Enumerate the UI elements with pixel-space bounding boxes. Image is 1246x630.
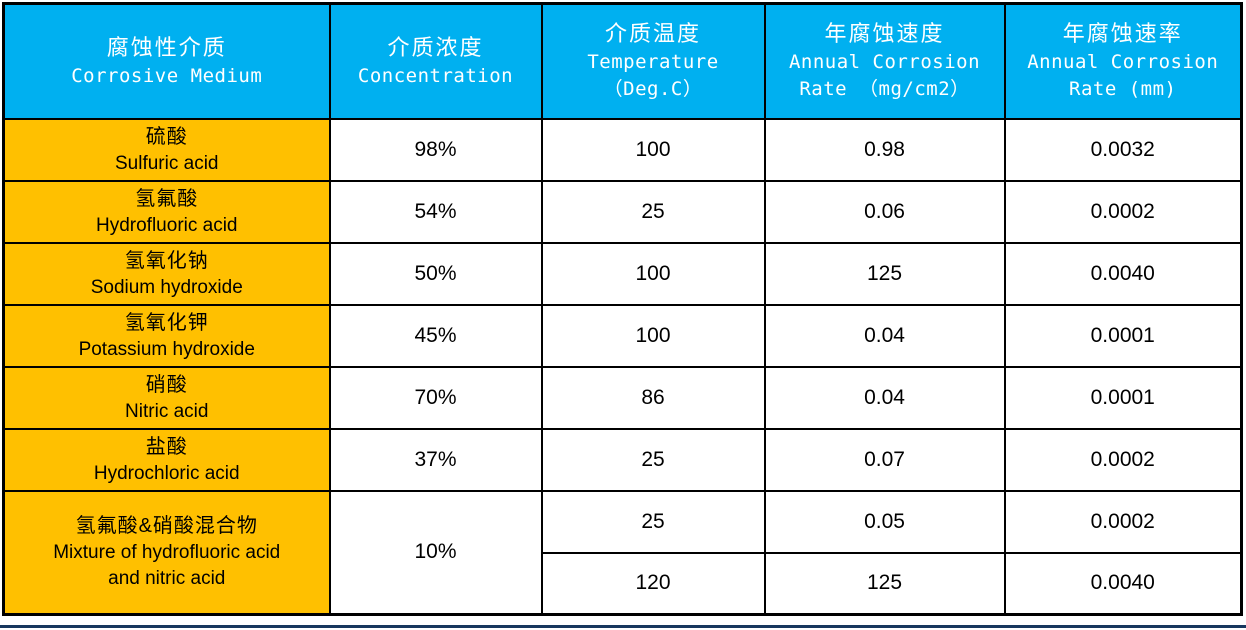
rate-mm-cell: 0.0040 (1003, 551, 1243, 616)
header-zh-label: 介质浓度 (387, 34, 484, 60)
medium-en: Hydrochloric acid (93, 462, 240, 484)
medium-en-line2: and nitric acid (108, 568, 226, 590)
rate-mm-cell: 0.0002 (1003, 179, 1243, 244)
header-cell-concentration: 介质浓度 Concentration (328, 2, 543, 120)
header-cell-rate-mm: 年腐蚀速率 Annual Corrosion Rate (mm) (1003, 2, 1243, 120)
header-cell-temperature: 介质温度 Temperature （Deg.C） (540, 2, 766, 120)
medium-en-line1: Mixture of hydrofluoric acid (53, 542, 281, 564)
rate-mg-cell: 0.07 (763, 427, 1006, 492)
header-en-label: Corrosive Medium (71, 64, 263, 87)
concentration-cell: 70% (328, 365, 543, 430)
medium-zh: 硝酸 (145, 373, 188, 396)
header-en-unit: Rate (mm) (1069, 78, 1177, 101)
medium-cell: 硝酸 Nitric acid (2, 365, 331, 430)
medium-zh: 氢氟酸 (135, 187, 199, 210)
rate-mm-cell: 0.0001 (1003, 365, 1243, 430)
rate-mg-cell: 0.04 (763, 365, 1006, 430)
temperature-cell: 100 (540, 117, 766, 182)
concentration-cell: 37% (328, 427, 543, 492)
rate-mg-cell: 0.05 (763, 489, 1006, 554)
header-zh-label: 介质温度 (604, 21, 701, 47)
rate-mm-cell: 0.0001 (1003, 303, 1243, 368)
rate-mg-cell: 125 (763, 551, 1006, 616)
medium-zh: 盐酸 (145, 435, 188, 458)
table-row-hydrochloric-acid: 盐酸 Hydrochloric acid 37% 25 0.07 0.0002 (2, 427, 1243, 492)
table-row-mixture-sub1: 氢氟酸&硝酸混合物 Mixture of hydrofluoric acid a… (2, 489, 1243, 616)
header-zh-label: 腐蚀性介质 (106, 34, 227, 60)
medium-zh: 氢氟酸&硝酸混合物 (75, 515, 258, 538)
table-row-mixture-sub2: 120 125 0.0040 (4, 551, 1243, 616)
corrosion-table: 腐蚀性介质 Corrosive Medium 介质浓度 Concentratio… (2, 2, 1243, 616)
temperature-cell: 120 (540, 551, 766, 616)
table-header: 腐蚀性介质 Corrosive Medium 介质浓度 Concentratio… (2, 2, 1243, 120)
header-cell-corrosive-medium: 腐蚀性介质 Corrosive Medium (2, 2, 331, 120)
medium-en: Hydrofluoric acid (96, 214, 238, 236)
table-row-sulfuric-acid: 硫酸 Sulfuric acid 98% 100 0.98 0.0032 (2, 117, 1243, 182)
medium-cell: 硫酸 Sulfuric acid (2, 117, 331, 182)
medium-cell: 氢氧化钾 Potassium hydroxide (2, 303, 331, 368)
rate-mg-cell: 125 (763, 241, 1006, 306)
table-row-hydrofluoric-acid: 氢氟酸 Hydrofluoric acid 54% 25 0.06 0.0002 (2, 179, 1243, 244)
temperature-cell: 100 (540, 241, 766, 306)
medium-cell: 氢氟酸 Hydrofluoric acid (2, 179, 331, 244)
temperature-cell: 100 (540, 303, 766, 368)
table-body: 硫酸 Sulfuric acid 98% 100 0.98 0.0032 氢氟酸… (2, 117, 1243, 616)
rate-mm-cell: 0.0032 (1003, 117, 1243, 182)
header-row: 腐蚀性介质 Corrosive Medium 介质浓度 Concentratio… (2, 2, 1243, 120)
medium-en: Sodium hydroxide (90, 276, 243, 298)
rate-mg-cell: 0.98 (763, 117, 1006, 182)
temperature-cell: 86 (540, 365, 766, 430)
concentration-cell: 45% (328, 303, 543, 368)
rate-mg-cell: 0.06 (763, 179, 1006, 244)
rate-mm-cell: 0.0002 (1003, 427, 1243, 492)
temperature-cell: 25 (540, 179, 766, 244)
rate-mm-cell: 0.0040 (1003, 241, 1243, 306)
header-cell-rate-mg: 年腐蚀速度 Annual Corrosion Rate （mg/cm2） (763, 2, 1006, 120)
header-zh-label: 年腐蚀速率 (1062, 21, 1183, 47)
medium-zh: 硫酸 (145, 125, 188, 148)
concentration-cell-mixture: 10% (328, 489, 543, 616)
table-row-nitric-acid: 硝酸 Nitric acid 70% 86 0.04 0.0001 (2, 365, 1243, 430)
table-row-potassium-hydroxide: 氢氧化钾 Potassium hydroxide 45% 100 0.04 0.… (2, 303, 1243, 368)
medium-cell: 氢氧化钠 Sodium hydroxide (2, 241, 331, 306)
rate-mm-cell: 0.0002 (1003, 489, 1243, 554)
medium-en: Potassium hydroxide (78, 338, 255, 360)
header-zh-label: 年腐蚀速度 (824, 21, 945, 47)
medium-cell-mixture: 氢氟酸&硝酸混合物 Mixture of hydrofluoric acid a… (2, 489, 331, 616)
medium-en: Sulfuric acid (115, 152, 219, 174)
medium-cell: 盐酸 Hydrochloric acid (2, 427, 331, 492)
header-en-label: Concentration (357, 64, 514, 87)
header-en-label: Temperature (587, 51, 719, 74)
table-row-sodium-hydroxide: 氢氧化钠 Sodium hydroxide 50% 100 125 0.0040 (2, 241, 1243, 306)
medium-zh: 氢氧化钾 (124, 311, 209, 334)
temperature-cell: 25 (540, 427, 766, 492)
truncated-next-row-border (0, 625, 1246, 628)
header-en-label: Annual Corrosion (1027, 51, 1219, 74)
concentration-cell: 54% (328, 179, 543, 244)
temperature-cell: 25 (540, 489, 766, 554)
header-en-unit: Rate （mg/cm2） (799, 78, 970, 101)
medium-en: Nitric acid (125, 400, 209, 422)
concentration-cell: 50% (328, 241, 543, 306)
concentration-cell: 98% (328, 117, 543, 182)
header-en-label: Annual Corrosion (788, 51, 981, 74)
rate-mg-cell: 0.04 (763, 303, 1006, 368)
medium-zh: 氢氧化钠 (124, 249, 209, 272)
header-en-unit: （Deg.C） (603, 78, 703, 101)
